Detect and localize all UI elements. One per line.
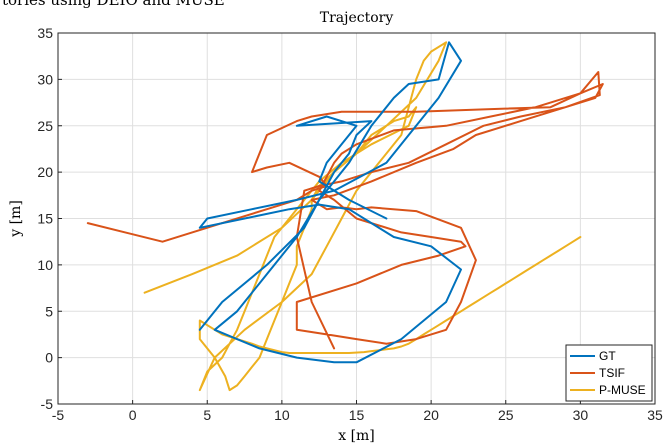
x-tick-label-2: 5 [203,407,211,423]
series-lines [86,41,604,392]
series-line-tsif [86,71,604,350]
y-tick-label-4: 15 [37,211,53,227]
legend-label-p-muse: P-MUSE [599,383,646,397]
legend-label-gt: GT [599,349,616,363]
x-tick-label-6: 25 [498,407,514,423]
y-tick-label-5: 20 [37,164,53,180]
y-tick-label-6: 25 [37,118,53,134]
x-tick-labels: -5 0 5 10 15 20 25 30 35 [52,400,663,423]
series-line-gt [198,41,462,364]
x-tick-label-8: 35 [647,407,663,423]
caption-fragment: tories using DEIO and MUSE [2,0,225,9]
x-tick-label-3: 10 [274,407,290,423]
y-tick-label-0: -5 [41,396,54,412]
x-axis-label: x [m] [338,428,375,444]
x-tick-label-7: 30 [573,407,589,423]
y-tick-label-2: 5 [45,303,53,319]
y-tick-label-8: 35 [37,25,53,41]
x-tick-label-4: 15 [349,407,365,423]
y-tick-label-1: 0 [45,350,53,366]
series-line-p-muse [143,41,582,392]
y-tick-labels: -5 0 5 10 15 20 25 30 35 [37,25,62,412]
x-tick-label-0: -5 [52,407,65,423]
chart-title: Trajectory [320,10,394,26]
y-axis-label: y [m] [8,200,24,238]
y-tick-label-7: 30 [37,71,53,87]
x-tick-label-1: 0 [129,407,137,423]
y-tick-label-3: 10 [37,257,53,273]
legend-label-tsif: TSIF [599,366,625,380]
x-tick-label-5: 20 [423,407,439,423]
legend: GT TSIF P-MUSE [565,344,653,402]
